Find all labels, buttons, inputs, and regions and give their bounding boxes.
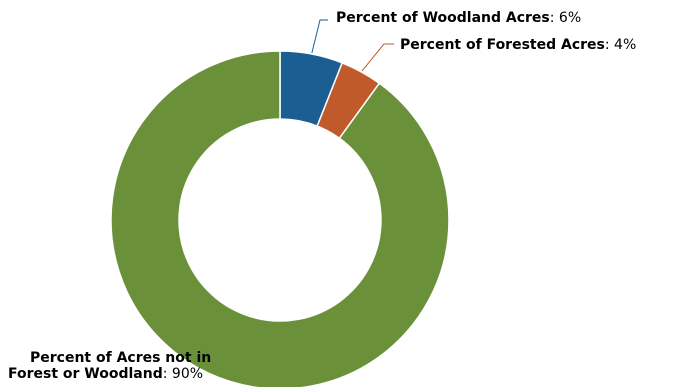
label-forested-name: Percent of Forested Acres xyxy=(400,37,605,53)
label-woodland-value: 6% xyxy=(559,10,581,26)
leader-lines xyxy=(197,19,394,360)
label-forested-value: 4% xyxy=(614,37,636,53)
leader-line-1 xyxy=(361,43,394,72)
label-not-forest-line2: Forest or Woodland: 90% xyxy=(8,366,203,382)
leader-line-2 xyxy=(197,350,207,360)
label-forested: Percent of Forested Acres: 4% xyxy=(400,37,636,53)
label-woodland: Percent of Woodland Acres: 6% xyxy=(336,10,581,26)
label-not-forest-line1: Percent of Acres not in xyxy=(30,350,211,366)
label-woodland-name: Percent of Woodland Acres xyxy=(336,10,550,26)
donut-slice-2 xyxy=(110,50,450,387)
label-not-forest-value: 90% xyxy=(172,366,203,382)
donut-slices xyxy=(110,50,450,387)
leader-line-0 xyxy=(311,19,328,54)
